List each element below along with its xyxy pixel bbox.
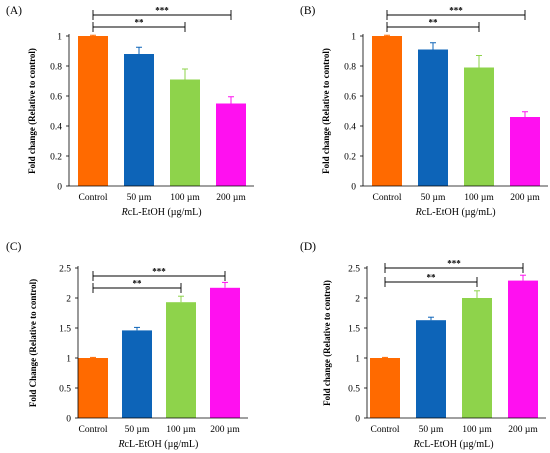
y-tick-label: 1	[57, 33, 62, 43]
panel-label: (B)	[300, 5, 316, 17]
bar-control	[78, 36, 108, 186]
significance-label: ***	[449, 6, 463, 16]
bar-50um	[418, 49, 448, 186]
y-axis-title: Fold change (Relative to control)	[321, 48, 331, 174]
y-tick-label: 0.4	[344, 123, 356, 133]
bar-control	[370, 358, 400, 418]
y-axis-title: Fold Change (Relative to control)	[28, 279, 38, 407]
x-axis-title: RcL-EtOH (µg/mL)	[415, 207, 496, 218]
bar-100um	[170, 79, 200, 186]
x-axis-title: RcL-EtOH (µg/mL)	[413, 439, 494, 450]
y-tick-label: 1	[66, 355, 71, 365]
y-tick-label: 1	[351, 33, 356, 43]
panel-a: (A) 0 0.2 0.4 0.6 0.8 1 Control 50 µm 100 µm 200 µ…	[6, 5, 254, 218]
bar-control	[372, 36, 402, 186]
bar-50um	[122, 330, 152, 418]
bar-control	[78, 358, 108, 418]
bar-100um	[462, 298, 492, 418]
x-tick-label: 50 µm	[125, 425, 150, 435]
y-tick-label: 0	[57, 183, 62, 193]
x-tick-label: 100 µm	[166, 425, 196, 435]
x-axis-title: RcL-EtOH (µg/mL)	[121, 207, 202, 218]
bar-200um	[216, 103, 246, 186]
y-tick-label: 2.5	[59, 265, 71, 275]
x-tick-label: 200 µm	[508, 425, 538, 435]
y-tick-label: 1	[355, 355, 360, 365]
bar-100um	[464, 67, 494, 186]
x-tick-label: 100 µm	[464, 193, 494, 203]
y-tick-label: 0	[351, 183, 356, 193]
panel-b: (B) 0 0.2 0.4 0.6 0.8 1 Control 50 µm 100 µm 200 µ…	[300, 5, 548, 218]
y-tick-label: 0.2	[50, 153, 62, 163]
x-tick-label: Control	[372, 193, 401, 203]
y-tick-label: 2.5	[348, 265, 360, 275]
significance-label: **	[427, 273, 437, 283]
y-tick-label: 0.8	[50, 63, 62, 73]
y-axis-title: Fold change (Relative to control)	[27, 48, 37, 174]
x-tick-label: 200 µm	[510, 193, 540, 203]
significance-label: ***	[155, 6, 169, 16]
x-tick-label: Control	[78, 425, 107, 435]
panel-label: (A)	[6, 5, 22, 17]
panel-label: (C)	[6, 241, 22, 253]
x-axis-title: RcL-EtOH (µg/mL)	[117, 439, 198, 450]
significance-label: ***	[447, 259, 461, 269]
bar-200um	[210, 287, 240, 418]
bar-200um	[510, 117, 540, 186]
bar-50um	[124, 54, 154, 186]
significance-label: **	[135, 18, 145, 28]
y-tick-label: 0.6	[50, 93, 62, 103]
x-tick-label: 200 µm	[216, 193, 246, 203]
y-axis-title: Fold change (Relative to control)	[322, 280, 332, 406]
significance-label: ***	[152, 267, 166, 277]
y-tick-label: 0.5	[59, 385, 71, 395]
y-tick-label: 0.2	[344, 153, 356, 163]
bar-50um	[416, 320, 446, 418]
significance-label: **	[133, 279, 143, 289]
y-tick-label: 0.4	[50, 123, 62, 133]
panel-d: (D) 0 0.5 1 1.5 2 2.5 Control 50 µm 100 µm 200 µm R…	[300, 241, 546, 450]
y-tick-label: 2	[66, 295, 71, 305]
x-tick-label: 50 µm	[421, 193, 446, 203]
x-tick-label: 50 µm	[127, 193, 152, 203]
y-tick-label: 1.5	[59, 325, 71, 335]
y-tick-label: 0.8	[344, 63, 356, 73]
x-tick-label: 100 µm	[462, 425, 492, 435]
x-tick-label: Control	[78, 193, 107, 203]
x-tick-label: 200 µm	[210, 425, 240, 435]
bar-100um	[166, 302, 196, 418]
y-tick-label: 1.5	[348, 325, 360, 335]
y-tick-label: 2	[355, 295, 360, 305]
x-tick-label: Control	[370, 425, 399, 435]
bar-200um	[508, 280, 538, 418]
panel-c: (C) 0 0.5 1 1.5 2 2.5 Control 50 µm 100 µm 200 µm R…	[6, 241, 248, 450]
x-tick-label: 50 µm	[419, 425, 444, 435]
x-tick-label: 100 µm	[170, 193, 200, 203]
y-tick-label: 0.6	[344, 93, 356, 103]
y-tick-label: 0	[66, 415, 71, 425]
panel-label: (D)	[300, 241, 316, 253]
y-tick-label: 0	[355, 415, 360, 425]
significance-label: **	[429, 18, 439, 28]
y-tick-label: 0.5	[348, 385, 360, 395]
